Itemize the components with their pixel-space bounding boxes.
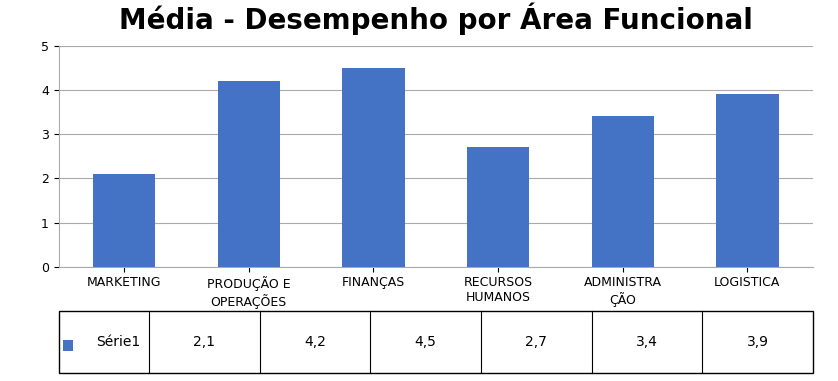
Bar <box>592 117 654 267</box>
Bar <box>716 94 779 267</box>
Text: 3,9: 3,9 <box>747 335 768 349</box>
Bar <box>218 81 280 267</box>
Text: 2,7: 2,7 <box>525 335 547 349</box>
Bar <box>467 147 530 267</box>
Text: 2,1: 2,1 <box>194 335 215 349</box>
Text: 3,4: 3,4 <box>636 335 658 349</box>
Bar <box>93 174 155 267</box>
Title: Média - Desempenho por Área Funcional: Média - Desempenho por Área Funcional <box>119 3 753 35</box>
Text: 4,2: 4,2 <box>304 335 326 349</box>
Text: Série1: Série1 <box>96 335 141 349</box>
Text: 4,5: 4,5 <box>415 335 437 349</box>
Bar <box>342 68 405 267</box>
